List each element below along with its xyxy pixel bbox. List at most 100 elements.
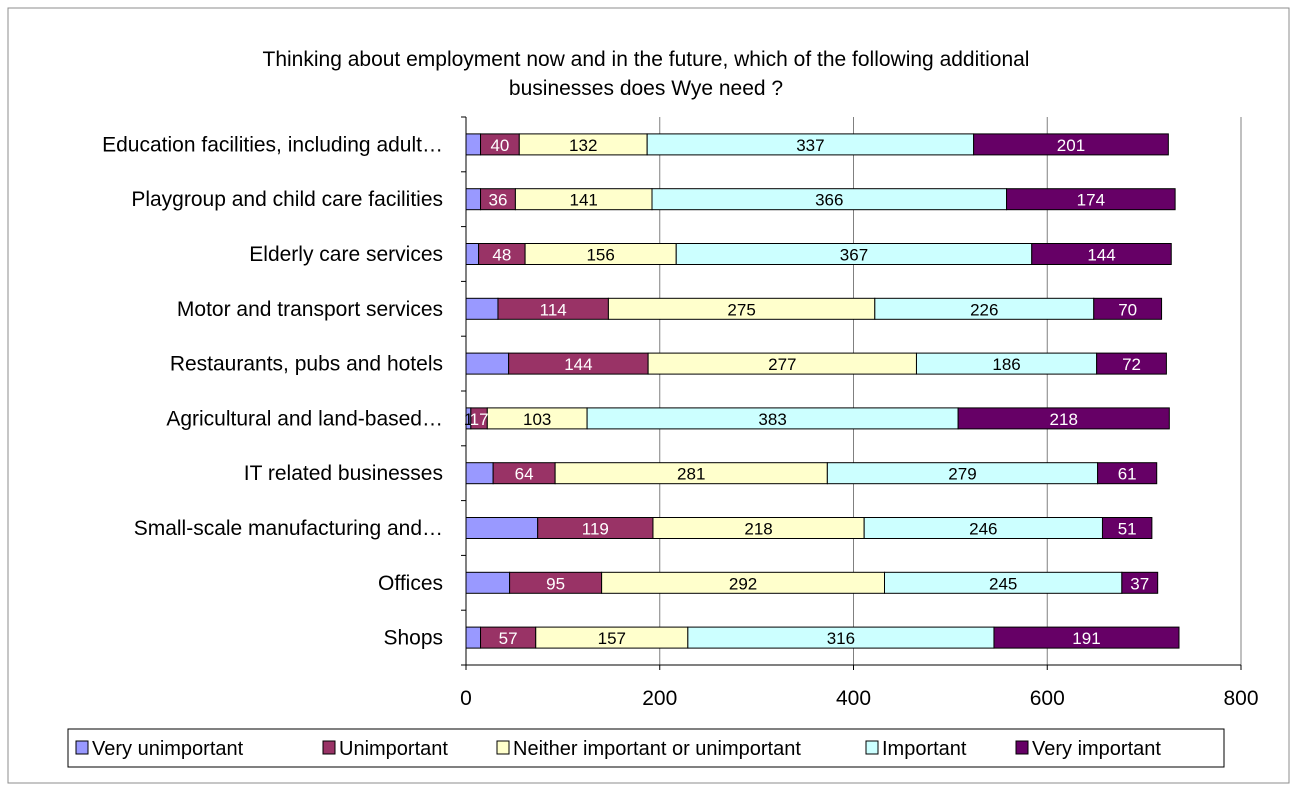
data-label: 157 <box>598 629 626 648</box>
x-tick-label: 0 <box>460 687 472 710</box>
data-label: 292 <box>729 574 757 593</box>
bar-segment-very-important <box>1101 517 1153 539</box>
data-label: 51 <box>1118 520 1137 539</box>
data-label: 95 <box>546 574 565 593</box>
data-label: 366 <box>815 191 843 210</box>
bars <box>465 133 1180 649</box>
data-label: 64 <box>515 465 534 484</box>
chart-title: Thinking about employment now and in the… <box>263 48 1030 100</box>
data-label: 275 <box>727 300 755 319</box>
data-label: 316 <box>827 629 855 648</box>
bar-segment-very-unimportant <box>465 517 539 539</box>
data-label: 61 <box>1118 465 1137 484</box>
category-label: Offices <box>378 572 443 595</box>
legend-box <box>67 728 1225 768</box>
legend-item: Unimportant <box>322 738 448 760</box>
data-label: 191 <box>1072 629 1100 648</box>
bar-segment-very-important <box>1097 462 1158 485</box>
data-labels: 40 132 337 201 36 141 366 174 48 156 367 144 114 275 2… <box>464 136 1150 648</box>
x-tick-label: 400 <box>836 687 871 710</box>
legend-item: Very unimportant <box>75 738 244 760</box>
data-label: 57 <box>499 629 518 648</box>
legend-item: Important <box>865 738 967 760</box>
x-axis-tick-labels: 0 200 400 600 800 <box>460 687 1258 710</box>
legend-swatch <box>75 740 89 755</box>
data-label: 156 <box>586 246 614 265</box>
chart-title-line-1: Thinking about employment now and in the… <box>263 48 1030 71</box>
bar-segment-very-important <box>1006 188 1176 211</box>
x-tick-label: 800 <box>1223 687 1258 710</box>
data-label: 114 <box>540 300 567 319</box>
bar-segment-very-unimportant <box>465 352 510 375</box>
bar-segment-very-important <box>957 407 1170 430</box>
legend-swatch <box>322 740 336 755</box>
legend-label: Very unimportant <box>92 738 244 760</box>
data-label: 48 <box>492 246 511 265</box>
data-label: 277 <box>768 355 796 374</box>
legend-swatch <box>1015 740 1029 755</box>
bar-segment-very-unimportant <box>465 243 480 265</box>
data-label: 218 <box>744 520 772 539</box>
bar-segment-very-unimportant <box>465 133 482 156</box>
bar-segment-very-important <box>1093 297 1163 320</box>
bar-segment-very-important <box>1121 571 1159 594</box>
data-label: 226 <box>970 300 998 319</box>
data-label: 337 <box>796 136 824 155</box>
category-label: Agricultural and land-based… <box>166 407 443 430</box>
data-label: 141 <box>570 191 598 210</box>
chart-title-line-2: businesses does Wye need ? <box>509 77 783 100</box>
bar-segment-very-important <box>1096 352 1167 375</box>
category-label: Playgroup and child care facilities <box>131 188 443 211</box>
legend-swatch <box>865 740 879 755</box>
data-label: 70 <box>1118 300 1137 319</box>
data-label: 245 <box>989 574 1017 593</box>
data-label: 37 <box>1130 574 1149 593</box>
data-label: 40 <box>490 136 509 155</box>
legend-label: Unimportant <box>339 738 448 760</box>
x-tick-label: 200 <box>642 687 677 710</box>
legend-swatch <box>496 740 510 755</box>
data-label: 201 <box>1057 136 1085 155</box>
data-label: 383 <box>758 410 786 429</box>
bar-segment-very-unimportant <box>465 571 511 594</box>
legend: Very unimportant Unimportant Neither impor… <box>67 728 1225 768</box>
legend-label: Important <box>882 738 967 760</box>
category-labels: Education facilities, including adult… Pl… <box>102 133 443 649</box>
legend-label: Very important <box>1032 738 1161 760</box>
data-label: 144 <box>1087 246 1115 265</box>
category-label: Shops <box>383 627 443 650</box>
data-label: 132 <box>569 136 597 155</box>
data-label: 17 <box>470 410 489 429</box>
data-label: 279 <box>948 465 976 484</box>
data-label: 186 <box>992 355 1020 374</box>
data-label: 36 <box>489 191 508 210</box>
legend-item: Very important <box>1015 738 1161 760</box>
data-label: 72 <box>1122 355 1141 374</box>
data-label: 281 <box>677 465 705 484</box>
bar-segment-very-important <box>973 133 1169 156</box>
category-label: Restaurants, pubs and hotels <box>170 353 443 376</box>
data-label: 246 <box>969 520 997 539</box>
bar-segment-very-important <box>1031 243 1172 265</box>
bar-segment-very-unimportant <box>465 462 494 485</box>
category-label: Education facilities, including adult… <box>102 133 443 156</box>
bar-segment-very-unimportant <box>465 626 482 649</box>
chart-border <box>7 7 1290 784</box>
data-label: 144 <box>564 355 592 374</box>
category-label: Small-scale manufacturing and… <box>134 517 443 540</box>
data-label: 103 <box>523 410 551 429</box>
bar-segment-very-unimportant <box>465 188 482 211</box>
data-label: 367 <box>840 246 868 265</box>
category-label: Elderly care services <box>249 243 443 266</box>
data-label: 174 <box>1077 191 1105 210</box>
bar-segment-very-important <box>993 626 1180 649</box>
legend-label: Neither important or unimportant <box>513 738 801 760</box>
data-label: 1 <box>464 410 473 429</box>
x-tick-label: 600 <box>1030 687 1065 710</box>
legend-item: Neither important or unimportant <box>496 738 801 760</box>
category-label: IT related businesses <box>244 462 443 485</box>
data-label: 119 <box>582 520 609 539</box>
data-label: 218 <box>1050 410 1078 429</box>
